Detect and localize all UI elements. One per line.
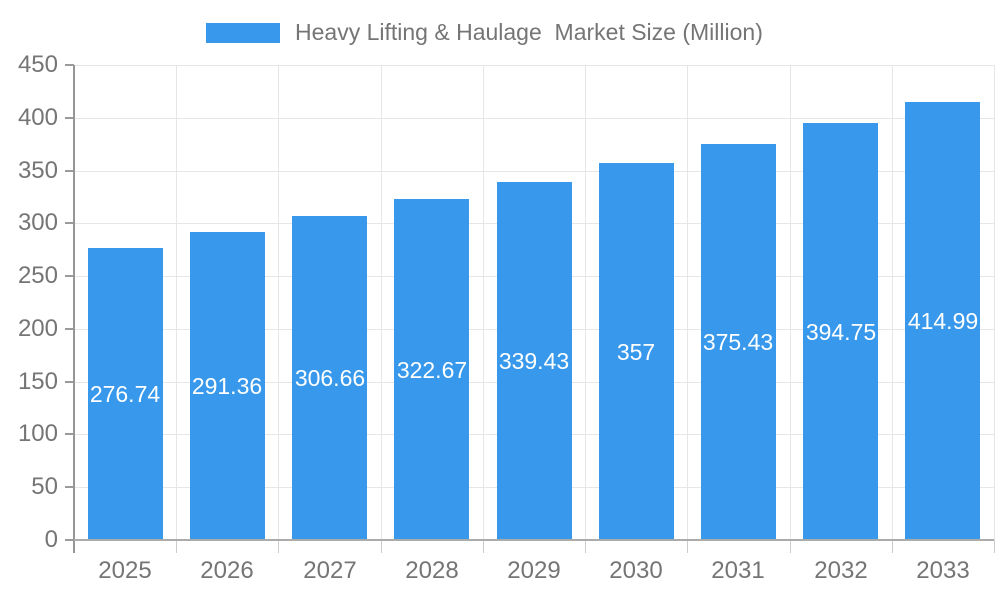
x-tick-label-2030: 2030 bbox=[609, 557, 663, 584]
bar-2027[interactable] bbox=[292, 216, 367, 540]
y-axis-tick bbox=[65, 64, 74, 66]
gridline-vertical bbox=[790, 65, 791, 540]
gridline-vertical bbox=[994, 65, 995, 540]
x-axis-tick bbox=[483, 540, 484, 553]
y-tick-label-0: 0 bbox=[44, 526, 58, 553]
y-axis-tick bbox=[65, 433, 74, 436]
y-axis-tick bbox=[65, 222, 74, 225]
x-tick-label-2028: 2028 bbox=[405, 557, 459, 584]
x-tick-label-2027: 2027 bbox=[303, 557, 357, 584]
gridline-horizontal bbox=[74, 117, 994, 119]
x-axis-tick bbox=[687, 540, 688, 553]
x-axis-tick bbox=[278, 540, 279, 553]
x-axis-tick bbox=[892, 540, 893, 553]
x-tick-label-2031: 2031 bbox=[711, 557, 765, 584]
gridline-horizontal bbox=[74, 170, 994, 172]
y-tick-label-200: 200 bbox=[17, 314, 58, 342]
bar-2025[interactable] bbox=[88, 247, 163, 540]
y-axis-tick bbox=[65, 169, 74, 172]
y-tick-label-150: 150 bbox=[17, 367, 58, 395]
y-axis-tick bbox=[65, 327, 74, 330]
y-tick-label-350: 350 bbox=[17, 156, 58, 184]
bar-2032[interactable] bbox=[803, 123, 878, 540]
y-axis-tick bbox=[65, 539, 74, 541]
gridline-vertical bbox=[483, 65, 484, 540]
y-axis-tick bbox=[65, 486, 74, 489]
y-tick-label-300: 300 bbox=[17, 209, 58, 237]
x-axis-tick bbox=[585, 540, 586, 553]
bar-2033[interactable] bbox=[905, 101, 980, 540]
x-tick-label-2032: 2032 bbox=[814, 557, 868, 584]
bar-2030[interactable] bbox=[599, 163, 674, 540]
x-tick-label-2026: 2026 bbox=[200, 557, 254, 584]
bar-2029[interactable] bbox=[497, 181, 572, 540]
y-axis-tick bbox=[65, 116, 74, 119]
gridline-vertical bbox=[381, 65, 382, 540]
x-axis-line bbox=[74, 539, 994, 541]
plot-area: 0 50 100 150 200 250 300 350 400 450 276.74 2025 291… bbox=[18, 51, 995, 584]
y-axis-line bbox=[73, 65, 75, 553]
bar-2028[interactable] bbox=[394, 199, 469, 540]
y-tick-label-100: 100 bbox=[17, 420, 58, 448]
gridline-vertical bbox=[176, 65, 177, 540]
y-tick-label-450: 450 bbox=[17, 51, 58, 78]
legend-swatch bbox=[206, 22, 280, 43]
x-axis-tick bbox=[176, 540, 177, 553]
gridline-vertical bbox=[585, 65, 586, 540]
legend-label: Heavy Lifting & Haulage Market Size (Mil… bbox=[295, 19, 763, 45]
y-tick-label-50: 50 bbox=[31, 473, 58, 501]
y-tick-label-400: 400 bbox=[17, 103, 58, 131]
x-axis-tick bbox=[381, 540, 382, 553]
x-tick-label-2033: 2033 bbox=[916, 557, 970, 584]
bar-2026[interactable] bbox=[190, 232, 265, 540]
chart-legend[interactable]: Heavy Lifting & Haulage Market Size (Mil… bbox=[206, 19, 763, 45]
bar-2031[interactable] bbox=[701, 143, 776, 540]
y-axis-tick bbox=[65, 275, 74, 278]
gridline-vertical bbox=[687, 65, 688, 540]
gridline-vertical bbox=[278, 65, 279, 540]
y-tick-label-250: 250 bbox=[17, 262, 58, 290]
gridline-vertical bbox=[892, 65, 893, 540]
x-tick-label-2029: 2029 bbox=[507, 557, 561, 584]
x-axis-tick bbox=[994, 540, 995, 553]
x-tick-label-2025: 2025 bbox=[98, 557, 152, 584]
x-axis-tick bbox=[790, 540, 791, 553]
gridline-horizontal bbox=[74, 65, 994, 66]
y-axis-tick bbox=[65, 380, 74, 383]
